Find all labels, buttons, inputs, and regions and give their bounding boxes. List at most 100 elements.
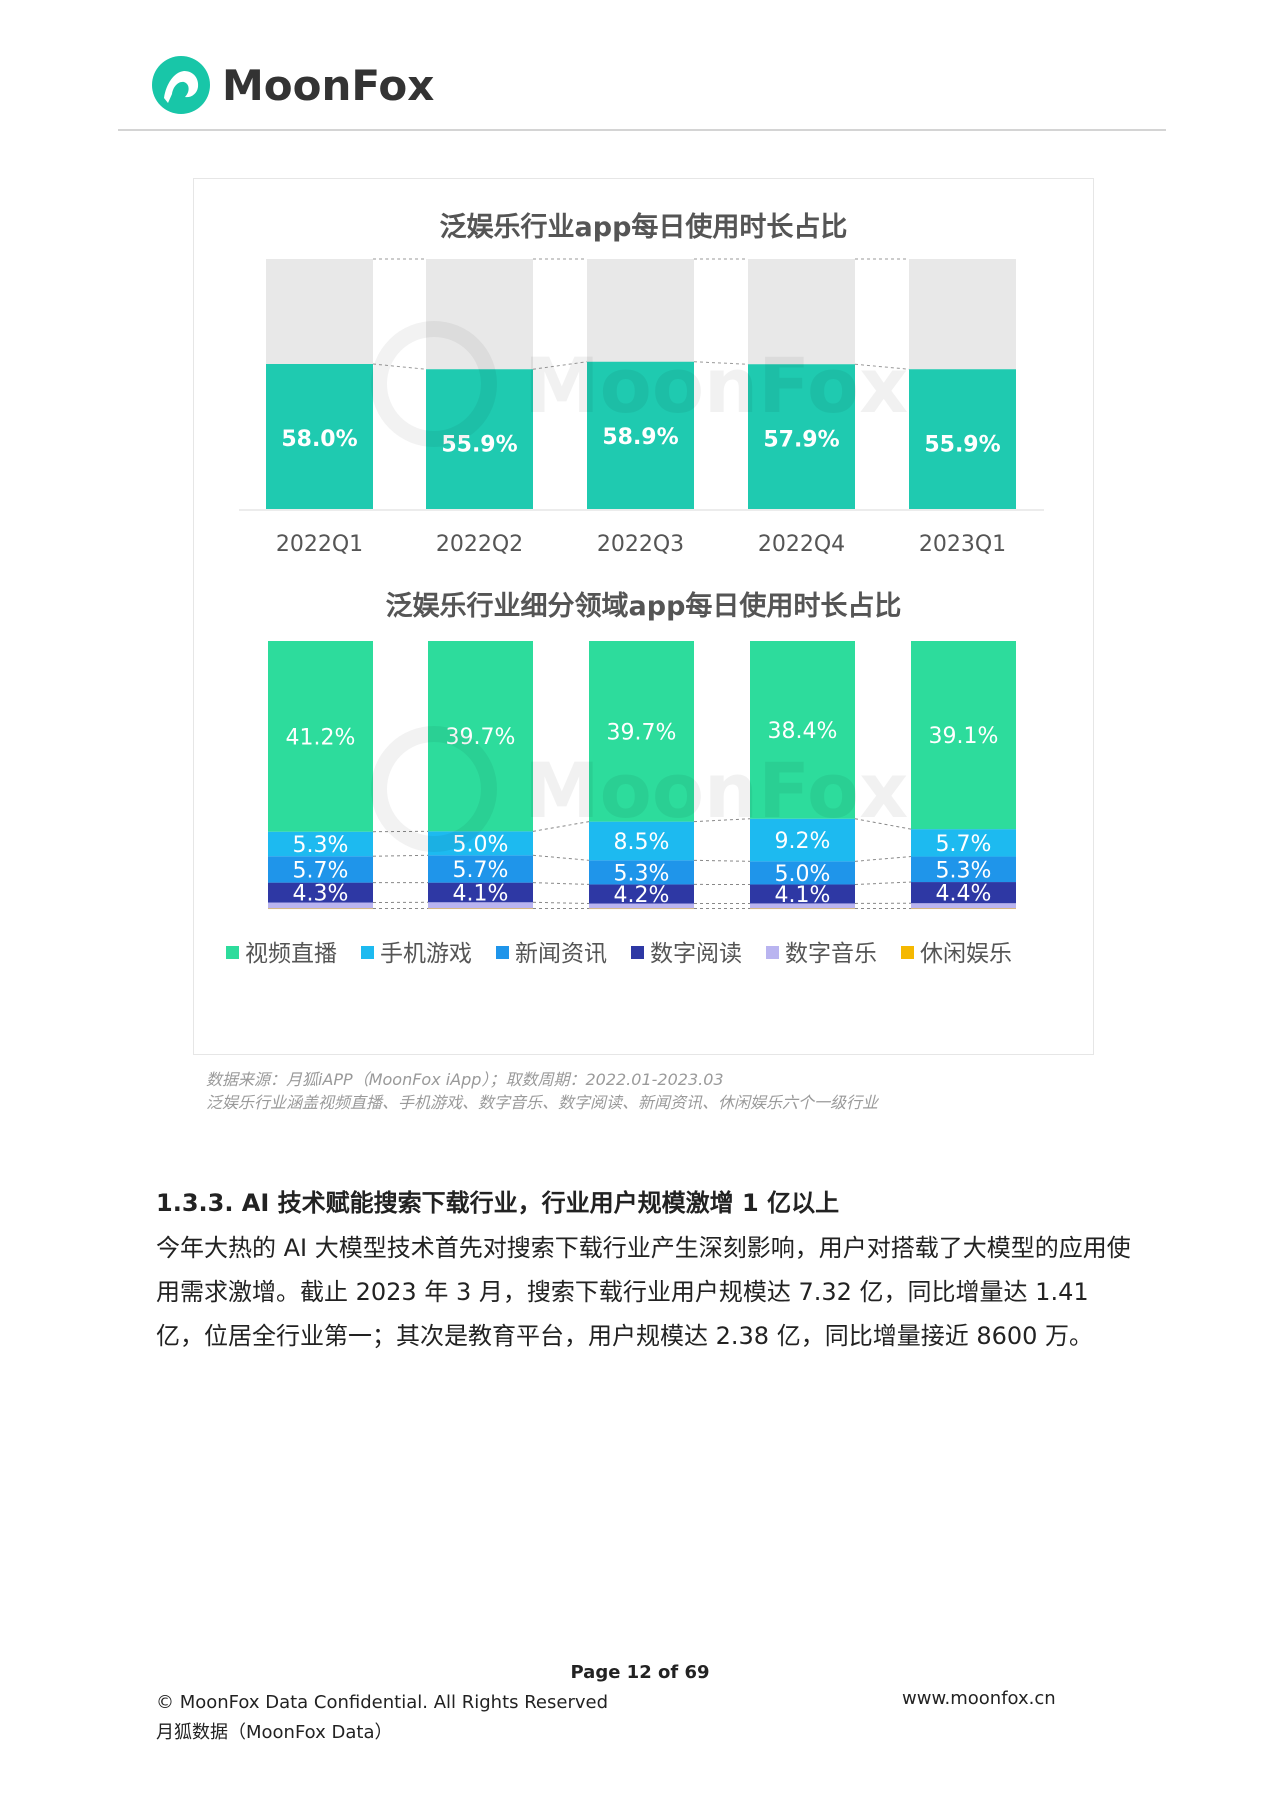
legend-label: 新闻资讯: [515, 941, 607, 967]
footer-website: www.moonfox.cn: [902, 1688, 1056, 1709]
connector-line: [532, 854, 590, 861]
data-label: 4.1%: [775, 883, 831, 908]
data-label: 39.7%: [446, 725, 516, 750]
bar-segment: [428, 855, 533, 883]
data-label: 5.3%: [614, 861, 670, 886]
brand-name: MoonFox: [222, 60, 435, 110]
bar-segment: [911, 882, 1016, 904]
x-tick-label: 2022Q1: [276, 532, 363, 557]
data-label: 5.7%: [936, 832, 992, 857]
x-tick-label: 2022Q3: [597, 532, 684, 557]
bar-segment: [268, 908, 373, 910]
bar-segment: [911, 829, 1016, 857]
source-note: 数据来源：月狐iAPP（MoonFox iApp）；取数周期：2022.01-2…: [206, 1068, 878, 1114]
moonfox-logo-icon: [152, 56, 210, 114]
footer-copyright: © MoonFox Data Confidential. All Rights …: [156, 1692, 609, 1713]
bar-segment: [589, 641, 694, 822]
bar: [266, 364, 373, 509]
footer-company: 月狐数据（MoonFox Data）: [156, 1722, 393, 1743]
chart-title: 泛娱乐行业app每日使用时长占比: [440, 211, 848, 243]
bar-segment: [750, 861, 855, 885]
bar: [587, 361, 694, 509]
brand-logo: MoonFox: [150, 52, 434, 118]
bar-segment: [911, 903, 1016, 909]
legend-label: 休闲娱乐: [920, 941, 1012, 967]
watermark-text: MoonFox: [524, 341, 908, 430]
legend-label: 视频直播: [245, 941, 337, 967]
bar-segment: [911, 856, 1016, 883]
data-label: 5.3%: [936, 858, 992, 883]
source-line-1: 数据来源：月狐iAPP（MoonFox iApp）；取数周期：2022.01-2…: [206, 1070, 724, 1089]
source-line-2: 泛娱乐行业涵盖视频直播、手机游戏、数字音乐、数字阅读、新闻资讯、休闲娱乐六个一级…: [206, 1093, 879, 1112]
data-label: 4.2%: [614, 883, 670, 908]
bar-segment: [589, 908, 694, 910]
bar-segment: [750, 903, 855, 909]
data-label: 58.9%: [602, 425, 678, 450]
legend-swatch: [361, 946, 374, 959]
bar-segment: [589, 860, 694, 885]
bar-segment: [428, 641, 533, 832]
connector-line: [693, 859, 751, 862]
legend-swatch: [901, 946, 914, 959]
legend-swatch: [496, 946, 509, 959]
footer-left: © MoonFox Data Confidential. All Rights …: [156, 1688, 608, 1748]
bar: [426, 369, 533, 509]
connector-line: [372, 363, 427, 370]
section-heading: 1.3.3. AI 技术赋能搜索下载行业，行业用户规模激增 1 亿以上: [156, 1189, 840, 1217]
bar-segment: [750, 818, 855, 862]
connector-line: [854, 856, 912, 862]
bar-segment: [428, 908, 533, 910]
header-divider: [118, 129, 1166, 131]
bar-segment: [428, 902, 533, 909]
data-label: 8.5%: [614, 830, 670, 855]
legend-swatch: [766, 946, 779, 959]
data-label: 5.7%: [293, 858, 349, 883]
bar-segment: [589, 884, 694, 904]
data-label: 58.0%: [281, 427, 357, 452]
data-label: 5.3%: [293, 833, 349, 858]
legend-label: 数字阅读: [650, 941, 742, 967]
bar-segment: [428, 882, 533, 903]
section-body: 今年大热的 AI 大模型技术首先对搜索下载行业产生深刻影响，用户对搭载了大模型的…: [156, 1234, 1131, 1350]
chart-title: 泛娱乐行业细分领域app每日使用时长占比: [386, 590, 902, 622]
bar: [748, 364, 855, 509]
watermark-icon: [371, 321, 497, 447]
x-tick-label: 2022Q2: [436, 532, 523, 557]
connector-line: [372, 854, 429, 857]
bar-segment: [428, 831, 533, 856]
data-label: 55.9%: [924, 432, 1000, 457]
bar-segment: [589, 903, 694, 909]
bar-segment: [750, 641, 855, 819]
legend-label: 数字音乐: [785, 941, 877, 967]
data-label: 5.0%: [775, 862, 831, 887]
legend-swatch: [631, 946, 644, 959]
bar-segment: [589, 821, 694, 861]
bar-segment: [268, 882, 373, 903]
bar-segment: [750, 884, 855, 904]
data-label: 4.4%: [936, 882, 992, 907]
bar-segment: [268, 856, 373, 883]
connector-line: [854, 881, 912, 885]
data-label: 4.3%: [293, 882, 349, 907]
data-label: 41.2%: [286, 725, 356, 750]
data-label: 39.1%: [929, 724, 999, 749]
bar-segment: [911, 908, 1016, 910]
data-label: 9.2%: [775, 829, 831, 854]
bar-segment: [911, 641, 1016, 830]
x-tick-label: 2022Q4: [758, 532, 845, 557]
x-tick-label: 2023Q1: [919, 532, 1006, 557]
data-label: 5.7%: [453, 858, 509, 883]
bar-segment: [268, 831, 373, 857]
data-label: 39.7%: [607, 720, 677, 745]
page-number: Page 12 of 69: [570, 1662, 710, 1683]
bar-segment: [268, 902, 373, 909]
connector-line: [532, 901, 590, 905]
connector-line: [532, 882, 590, 885]
data-label: 38.4%: [768, 719, 838, 744]
legend-swatch: [226, 946, 239, 959]
data-label: 4.1%: [453, 881, 509, 906]
chart-panel: 泛娱乐行业app每日使用时长占比 58.0% 2022Q1 55.9% 2022Q2 58…: [193, 178, 1094, 1055]
bar-segment: [750, 908, 855, 910]
bar-segment: [268, 641, 373, 832]
data-label: 5.0%: [453, 832, 509, 857]
